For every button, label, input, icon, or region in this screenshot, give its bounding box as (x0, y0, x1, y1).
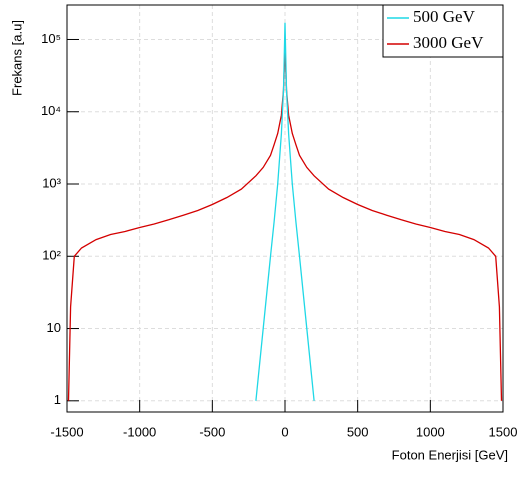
legend-box (382, 4, 504, 58)
y-tick-label: 10² (42, 248, 61, 263)
y-tick-label: 10⁵ (41, 31, 61, 46)
x-tick-label: 500 (347, 424, 369, 439)
x-tick-label: -500 (199, 424, 225, 439)
y-tick-label: 10³ (42, 175, 61, 190)
x-axis-label: Foton Enerjisi [GeV] (392, 447, 508, 462)
plot-frame (66, 4, 504, 413)
legend-label: 3000 GeV (413, 33, 484, 52)
y-tick-label: 10⁴ (41, 103, 61, 118)
x-tick-label: -1500 (50, 424, 83, 439)
x-tick-label: 0 (281, 424, 288, 439)
series-line (255, 22, 315, 401)
y-tick-label: 10 (47, 320, 61, 335)
y-tick-label: 1 (54, 392, 61, 407)
x-tick-label: 1500 (489, 424, 518, 439)
x-tick-label: 1000 (416, 424, 445, 439)
legend-label: 500 GeV (413, 7, 476, 26)
y-axis-label: Frekans [a.u] (9, 20, 24, 96)
x-tick-label: -1000 (123, 424, 156, 439)
